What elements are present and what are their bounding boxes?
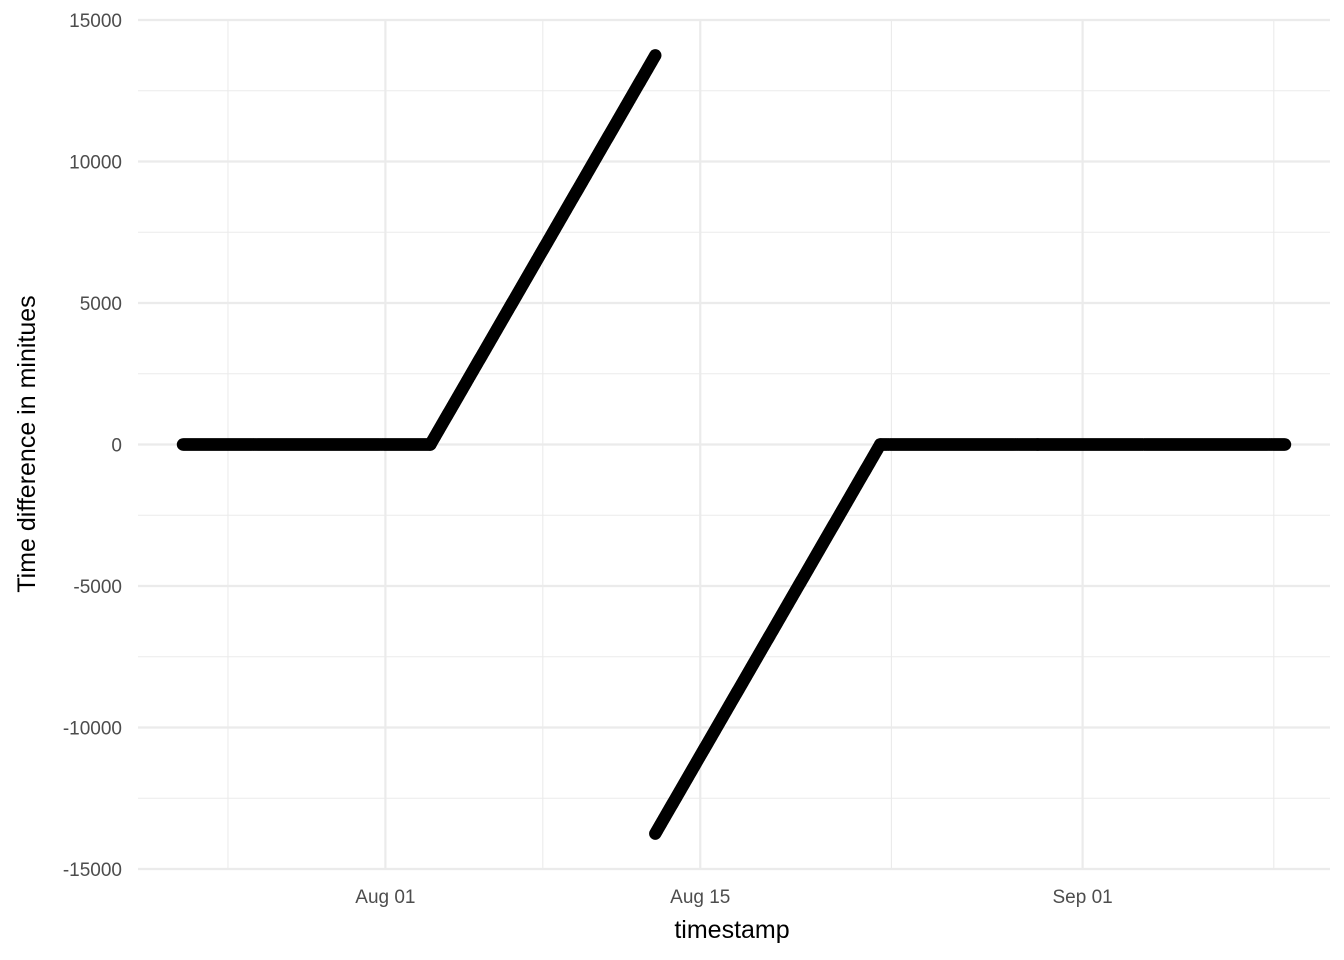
series-segment-5 [1031, 438, 1292, 451]
x-tick-label: Sep 01 [1052, 887, 1112, 908]
data-point [649, 49, 662, 62]
y-tick-label: -10000 [63, 719, 122, 740]
y-tick-label: -15000 [63, 860, 122, 881]
y-tick-label: 0 [111, 436, 122, 457]
y-axis-ticks: 15000 10000 5000 0 -5000 -10000 -15000 [63, 11, 122, 881]
series-segment-1 [176, 438, 437, 451]
x-tick-label: Aug 01 [355, 887, 415, 908]
y-axis-title: Time difference in minitues [13, 295, 41, 592]
series-segment-2 [424, 49, 662, 451]
data-points [176, 49, 1292, 840]
x-axis-ticks: Aug 01 Aug 15 Sep 01 [355, 887, 1112, 908]
y-tick-label: 10000 [69, 153, 122, 174]
x-axis-title: timestamp [674, 916, 789, 944]
y-tick-label: -5000 [73, 577, 122, 598]
data-point [1278, 438, 1292, 451]
y-tick-label: 5000 [80, 294, 122, 315]
x-tick-label: Aug 15 [670, 887, 730, 908]
series-segment-3 [649, 438, 887, 840]
series-segment-4 [873, 438, 1044, 451]
y-tick-label: 15000 [69, 11, 122, 32]
